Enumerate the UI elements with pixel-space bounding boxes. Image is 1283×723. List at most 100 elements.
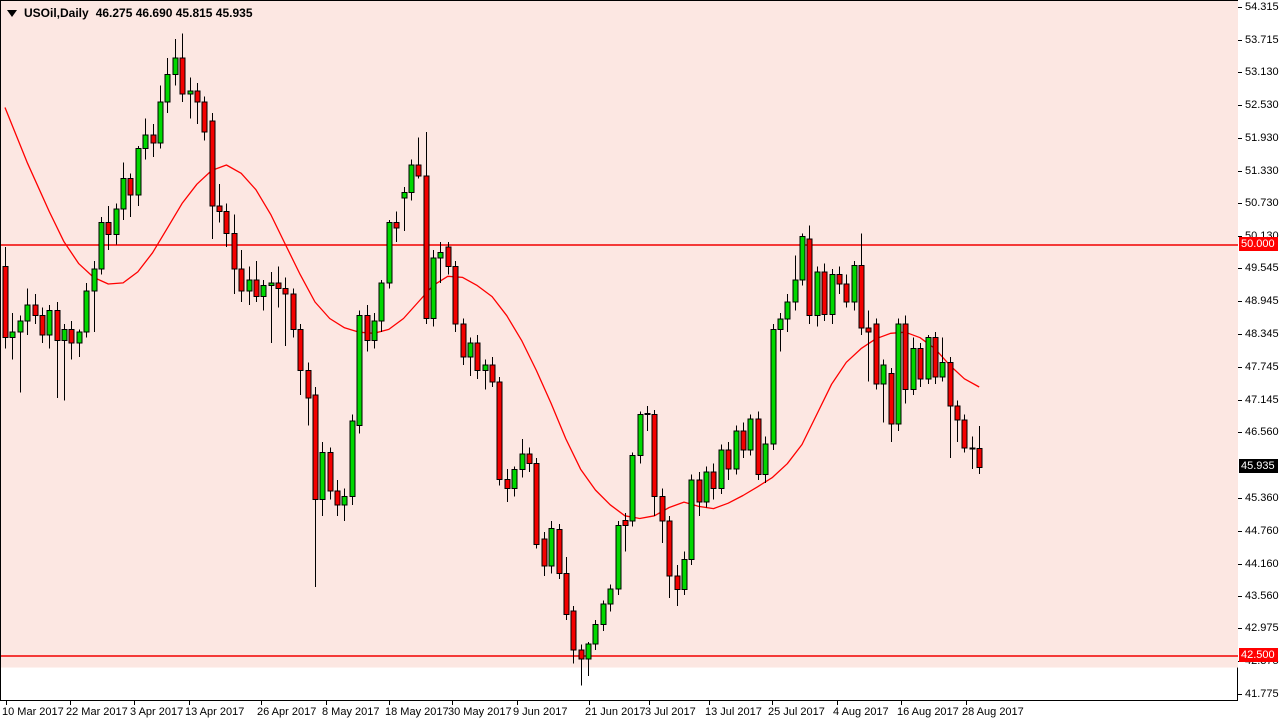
time-axis-tick [589, 701, 590, 705]
candle [223, 211, 230, 235]
price-tick-label: 48.345 [1245, 328, 1279, 341]
candle [474, 342, 481, 372]
candle [327, 452, 334, 492]
candle [902, 323, 909, 391]
price-axis[interactable]: 54.315 53.715 53.130 52.530 51.930 51.330 50.7… [1238, 0, 1283, 701]
candle [393, 222, 400, 229]
candle [659, 496, 666, 522]
candle [976, 448, 983, 468]
candle [969, 447, 976, 450]
candle [135, 148, 142, 196]
candle [622, 520, 629, 527]
candle [305, 370, 312, 399]
candle [17, 320, 24, 333]
candle [578, 649, 585, 660]
date-tick-label: 28 Aug 2017 [962, 706, 1024, 718]
candle [127, 178, 134, 196]
candle [2, 265, 9, 339]
candle [187, 90, 194, 95]
candle [445, 246, 452, 267]
candle [563, 572, 570, 615]
price-axis-tick [1238, 104, 1242, 106]
candle [341, 496, 348, 506]
candle [784, 301, 791, 320]
candle [460, 323, 467, 358]
time-axis-tick [837, 701, 838, 705]
candle [61, 328, 68, 341]
date-tick-label: 30 May 2017 [448, 706, 512, 718]
candle [415, 164, 422, 177]
symbol-dropdown-icon[interactable] [7, 9, 17, 17]
price-axis-tick [1238, 367, 1242, 369]
time-axis-tick [772, 701, 773, 705]
candle [401, 191, 408, 199]
candle [194, 90, 201, 103]
candle [349, 420, 356, 498]
candle [762, 443, 769, 476]
chart-title: USOil,Daily 46.275 46.690 45.815 45.935 [7, 6, 253, 20]
candle [386, 222, 393, 284]
candle [9, 331, 16, 339]
price-tick-label: 47.745 [1245, 361, 1279, 374]
candle [519, 453, 526, 471]
symbol-period-label: USOil,Daily [24, 6, 89, 20]
candle [120, 178, 127, 210]
date-tick-label: 22 Mar 2017 [66, 706, 128, 718]
candle [76, 331, 83, 344]
candle [917, 348, 924, 380]
candle [747, 418, 754, 451]
time-axis-tick [966, 701, 967, 705]
date-tick-label: 3 Apr 2017 [130, 706, 184, 718]
candle [570, 610, 577, 651]
candle [408, 164, 415, 193]
line-price-label: 50.000 [1239, 236, 1278, 251]
candle [46, 309, 53, 336]
candle [585, 643, 592, 660]
candle [548, 527, 555, 567]
time-axis-tick [649, 701, 650, 705]
date-tick-label: 18 May 2017 [385, 706, 449, 718]
candle [282, 287, 289, 295]
candle [880, 364, 887, 385]
price-axis-tick [1238, 497, 1242, 499]
candle [24, 304, 31, 322]
price-tick-label: 51.930 [1245, 131, 1279, 144]
time-axis-tick [389, 701, 390, 705]
price-tick-label: 42.975 [1245, 622, 1279, 635]
candle [740, 430, 747, 451]
candle [423, 175, 430, 319]
price-axis-tick [1238, 39, 1242, 41]
candle [275, 282, 282, 289]
price-tick-label: 52.530 [1245, 98, 1279, 111]
candle [83, 290, 90, 333]
candle [910, 348, 917, 391]
price-axis-tick [1238, 563, 1242, 565]
chart-canvas[interactable] [1, 1, 1239, 702]
date-tick-label: 25 Jul 2017 [768, 706, 825, 718]
candle [157, 101, 164, 144]
candlestick-plot[interactable]: USOil,Daily 46.275 46.690 45.815 45.935 [0, 0, 1239, 702]
price-tick-label: 45.360 [1245, 491, 1279, 504]
candle [150, 134, 157, 144]
price-tick-label: 47.145 [1245, 393, 1279, 406]
price-axis-tick [1238, 334, 1242, 336]
candle [164, 74, 171, 103]
time-axis[interactable]: 10 Mar 2017 22 Mar 2017 3 Apr 2017 13 Apr 2… [0, 701, 1283, 723]
date-tick-label: 3 Jul 2017 [645, 706, 696, 718]
candle [873, 323, 880, 385]
candle [858, 264, 865, 329]
date-tick-label: 21 Jun 2017 [585, 706, 646, 718]
candle [179, 57, 186, 95]
price-axis-tick [1238, 628, 1242, 630]
candle [290, 293, 297, 330]
candle [836, 274, 843, 285]
candle [312, 394, 319, 500]
candle [733, 430, 740, 470]
price-tick-label: 46.560 [1245, 426, 1279, 438]
candle [356, 315, 363, 426]
candle [216, 205, 223, 213]
candle [334, 490, 341, 506]
candle [932, 337, 939, 378]
candle [371, 320, 378, 341]
candle [600, 603, 607, 625]
